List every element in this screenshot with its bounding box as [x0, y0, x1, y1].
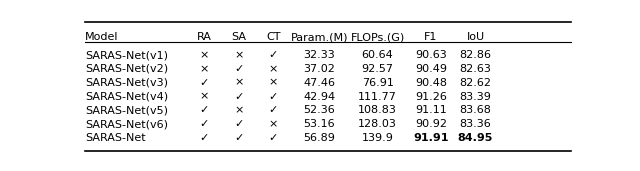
Text: Param.(M): Param.(M) — [291, 32, 348, 42]
Text: 128.03: 128.03 — [358, 119, 397, 129]
Text: 90.49: 90.49 — [415, 64, 447, 74]
Text: 90.63: 90.63 — [415, 50, 447, 60]
Text: F1: F1 — [424, 32, 438, 42]
Text: ✓: ✓ — [234, 119, 243, 129]
Text: ×: × — [269, 78, 278, 88]
Text: 82.62: 82.62 — [460, 78, 492, 88]
Text: RA: RA — [196, 32, 211, 42]
Text: 76.91: 76.91 — [362, 78, 394, 88]
Text: 84.95: 84.95 — [458, 133, 493, 143]
Text: IoU: IoU — [467, 32, 484, 42]
Text: ×: × — [199, 50, 209, 60]
Text: 91.91: 91.91 — [413, 133, 449, 143]
Text: 111.77: 111.77 — [358, 92, 397, 102]
Text: ×: × — [199, 92, 209, 102]
Text: SARAS-Net(v2): SARAS-Net(v2) — [85, 64, 168, 74]
Text: Model: Model — [85, 32, 118, 42]
Text: 91.11: 91.11 — [415, 106, 447, 115]
Text: SARAS-Net: SARAS-Net — [85, 133, 145, 143]
Text: ✓: ✓ — [234, 133, 243, 143]
Text: SARAS-Net(v6): SARAS-Net(v6) — [85, 119, 168, 129]
Text: SARAS-Net(v5): SARAS-Net(v5) — [85, 106, 168, 115]
Text: 83.36: 83.36 — [460, 119, 492, 129]
Text: 83.39: 83.39 — [460, 92, 492, 102]
Text: CT: CT — [266, 32, 281, 42]
Text: ✓: ✓ — [199, 119, 209, 129]
Text: ✓: ✓ — [199, 106, 209, 115]
Text: ✓: ✓ — [199, 78, 209, 88]
Text: ✓: ✓ — [269, 106, 278, 115]
Text: 52.36: 52.36 — [303, 106, 335, 115]
Text: ✓: ✓ — [199, 133, 209, 143]
Text: ×: × — [234, 78, 243, 88]
Text: SARAS-Net(v3): SARAS-Net(v3) — [85, 78, 168, 88]
Text: 83.68: 83.68 — [460, 106, 492, 115]
Text: ×: × — [234, 106, 243, 115]
Text: ×: × — [269, 64, 278, 74]
Text: 42.94: 42.94 — [303, 92, 335, 102]
Text: 32.33: 32.33 — [303, 50, 335, 60]
Text: ✓: ✓ — [269, 50, 278, 60]
Text: 47.46: 47.46 — [303, 78, 335, 88]
Text: SA: SA — [231, 32, 246, 42]
Text: ×: × — [234, 50, 243, 60]
Text: SARAS-Net(v4): SARAS-Net(v4) — [85, 92, 168, 102]
Text: ✓: ✓ — [234, 64, 243, 74]
Text: 56.89: 56.89 — [303, 133, 335, 143]
Text: ✓: ✓ — [269, 92, 278, 102]
Text: 60.64: 60.64 — [362, 50, 394, 60]
Text: 82.86: 82.86 — [460, 50, 492, 60]
Text: 108.83: 108.83 — [358, 106, 397, 115]
Text: ×: × — [199, 64, 209, 74]
Text: 90.92: 90.92 — [415, 119, 447, 129]
Text: ✓: ✓ — [269, 133, 278, 143]
Text: FLOPs.(G): FLOPs.(G) — [351, 32, 404, 42]
Text: 37.02: 37.02 — [303, 64, 335, 74]
Text: ×: × — [269, 119, 278, 129]
Text: 139.9: 139.9 — [362, 133, 394, 143]
Text: SARAS-Net(v1): SARAS-Net(v1) — [85, 50, 168, 60]
Text: 82.63: 82.63 — [460, 64, 492, 74]
Text: ✓: ✓ — [234, 92, 243, 102]
Text: 53.16: 53.16 — [303, 119, 335, 129]
Text: 91.26: 91.26 — [415, 92, 447, 102]
Text: 92.57: 92.57 — [362, 64, 394, 74]
Text: 90.48: 90.48 — [415, 78, 447, 88]
